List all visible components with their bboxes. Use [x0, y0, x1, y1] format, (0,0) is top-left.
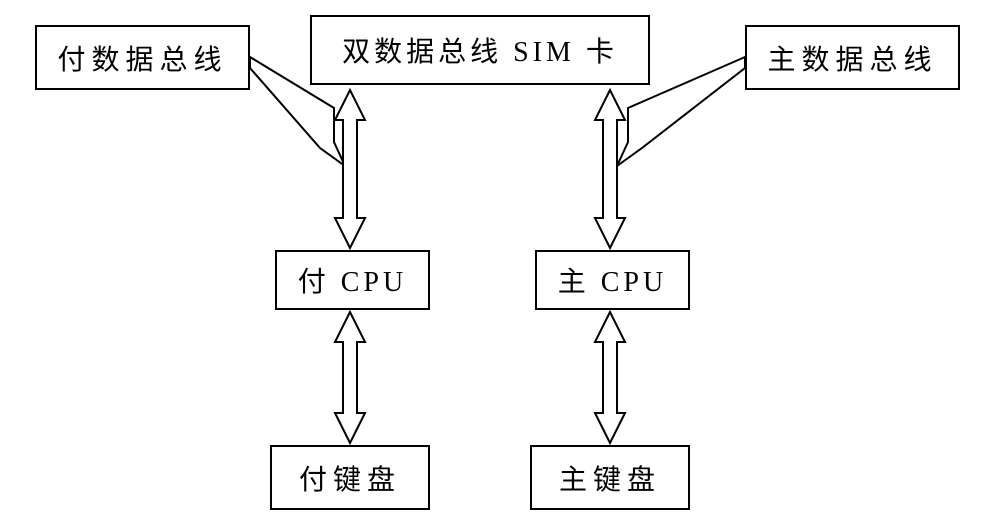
main-bus-label: 主数据总线: [767, 38, 937, 78]
main-bus-label-box: 主数据总线: [745, 25, 960, 90]
main-keyboard-label: 主键盘: [559, 458, 661, 498]
secondary-bus-label-box: 付数据总线: [35, 25, 250, 90]
secondary-keyboard-box: 付键盘: [270, 445, 430, 510]
main-cpu-label: 主 CPU: [558, 260, 667, 300]
secondary-bus-label: 付数据总线: [57, 38, 227, 78]
secondary-keyboard-label: 付键盘: [299, 458, 401, 498]
secondary-cpu-box: 付 CPU: [275, 250, 430, 310]
sim-card-label: 双数据总线 SIM 卡: [342, 30, 618, 70]
main-keyboard-box: 主键盘: [530, 445, 690, 510]
secondary-cpu-label: 付 CPU: [298, 260, 407, 300]
sim-card-box: 双数据总线 SIM 卡: [310, 15, 650, 85]
main-cpu-box: 主 CPU: [535, 250, 690, 310]
